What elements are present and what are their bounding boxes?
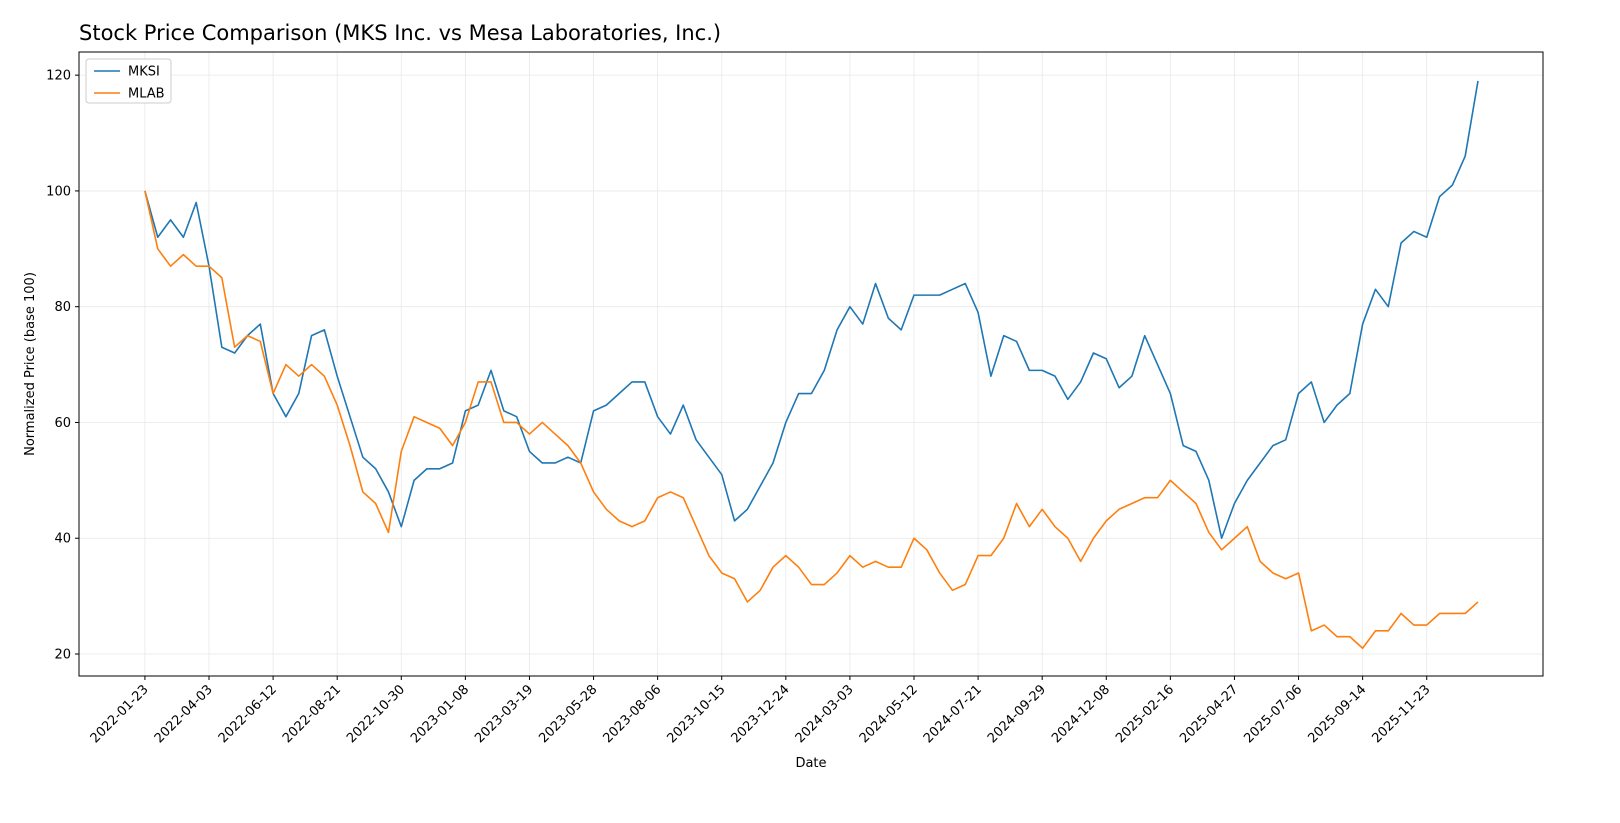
plot [144,80,1479,650]
x-tick-label: 2023-03-19 [472,682,536,746]
x-tick-label: 2022-01-23 [88,682,152,746]
x-tick-label: 2023-05-28 [536,682,600,746]
y-tick-label: 100 [46,184,71,199]
x-tick-label: 2024-07-21 [921,682,985,746]
x-tick-label: 2025-07-06 [1241,682,1305,746]
x-tick-label: 2025-02-16 [1113,682,1177,746]
y-tick-label: 60 [54,416,71,431]
chart-title: Stock Price Comparison (MKS Inc. vs Mesa… [79,21,721,45]
x-tick-label: 2024-05-12 [857,682,921,746]
legend-label: MKSI [128,65,160,80]
y-axis-label: Normalized Price (base 100) [23,272,38,456]
legend-label: MLAB [128,87,165,102]
x-tick-label: 2022-08-21 [280,682,344,746]
x-tick-label: 2025-09-14 [1305,682,1369,746]
series-line [144,190,1479,650]
x-axis-label: Date [795,756,826,771]
y-tick-label: 120 [46,69,71,84]
legend: MKSI MLAB [85,58,172,104]
y-tick-label: 80 [54,300,71,315]
x-tick-label: 2023-10-15 [665,682,729,746]
x-tick-label: 2023-12-24 [729,682,793,746]
x-tick-label: 2022-10-30 [344,682,408,746]
x-tick-label: 2022-04-03 [152,682,216,746]
x-tick-label: 2024-03-03 [793,682,857,746]
y-tick-label: 40 [54,532,71,547]
plot-frame [78,51,1544,677]
x-tick-label: 2023-08-06 [600,682,664,746]
x-tick-label: 2023-01-08 [408,682,472,746]
y-tick-label: 20 [54,648,71,663]
x-tick-label: 2024-09-29 [985,682,1049,746]
x-tick-label: 2025-11-23 [1370,682,1434,746]
grid [79,52,1543,676]
series-line [144,80,1479,540]
x-tick-label: 2022-06-12 [216,682,280,746]
x-tick-label: 2024-12-08 [1049,682,1113,746]
x-tick-label: 2025-04-27 [1177,682,1241,746]
legend-box [85,58,172,104]
